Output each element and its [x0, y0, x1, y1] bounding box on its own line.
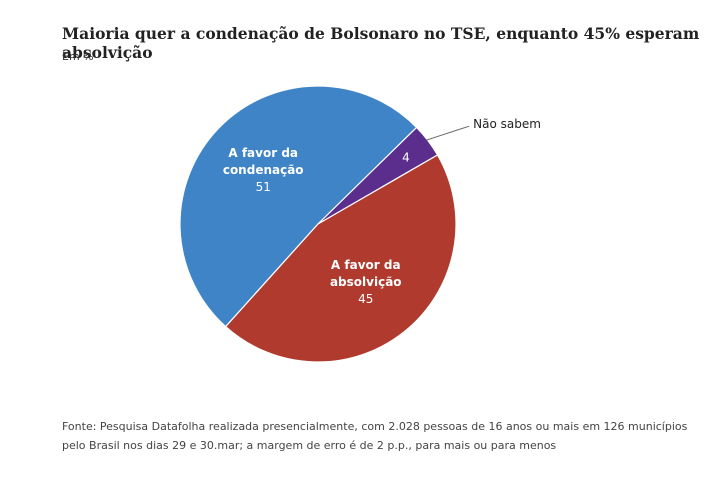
category-label: A favor da absolvição [329, 257, 402, 289]
category-label: Não sabem [473, 117, 541, 132]
value-label: 45 [358, 291, 374, 306]
slice-label: A favor da absolvição 45 [316, 257, 416, 308]
leader-line [425, 125, 470, 141]
pie-slice [179, 85, 418, 328]
category-label: A favor da condenação [222, 146, 304, 178]
chart-subtitle: Em % [62, 50, 94, 63]
pie-slice [224, 154, 457, 363]
source-note: Fonte: Pesquisa Datafolha realizada pres… [62, 420, 688, 452]
slice-label: A favor da condenação 51 [213, 145, 313, 196]
chart-title: Maioria quer a condenação de Bolsonaro n… [62, 24, 700, 62]
value-label: 4 [402, 150, 410, 164]
value-label: 51 [255, 180, 271, 195]
